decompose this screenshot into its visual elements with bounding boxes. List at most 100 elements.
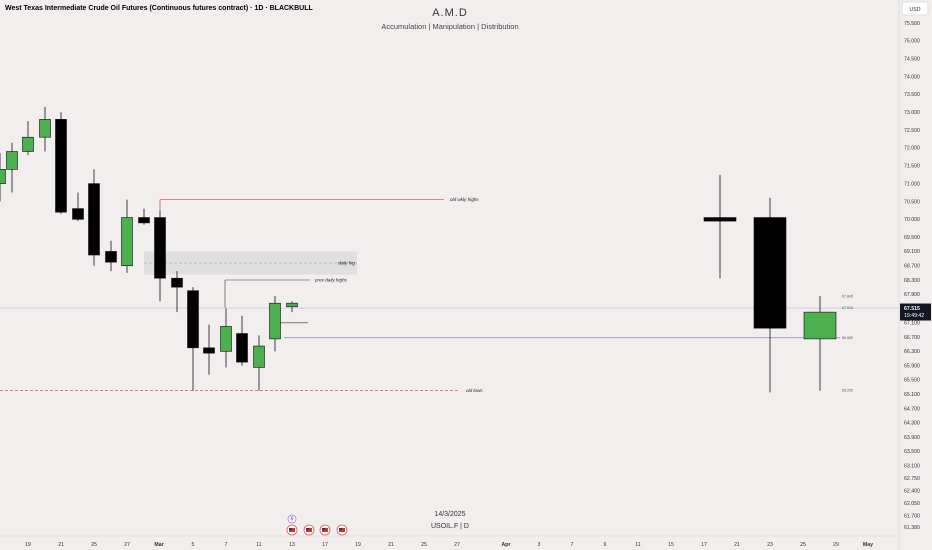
watermark-subtitle: Accumulation | Manipulation | Distributi… <box>381 22 518 31</box>
time-tick-label: 7 <box>571 542 574 548</box>
projection-candle[interactable] <box>803 311 837 340</box>
price-tick-label: 72.000 <box>904 146 920 152</box>
currency-button[interactable] <box>901 1 929 16</box>
watermark-symbol: USOIL.F | D <box>431 523 469 530</box>
price-tick-label: 63.100 <box>904 463 920 469</box>
candle[interactable] <box>286 302 298 308</box>
candle[interactable] <box>203 347 215 354</box>
us-flag-canton <box>339 528 342 530</box>
candle[interactable] <box>171 277 183 288</box>
price-axis[interactable] <box>899 0 932 550</box>
candle[interactable] <box>88 183 100 256</box>
time-tick-label: 25 <box>800 542 806 548</box>
time-tick-label: 9 <box>604 542 607 548</box>
price-tick-label: 66.700 <box>904 335 920 341</box>
price-tick-label: 68.700 <box>904 264 920 270</box>
projection-price-label: 65.205 <box>842 389 853 393</box>
time-tick-label: 7 <box>225 542 228 548</box>
price-tick-label: 63.500 <box>904 449 920 455</box>
time-tick-label: May <box>863 542 873 548</box>
time-tick-label: Apr <box>502 542 511 548</box>
prev-daily-highs-label: prev daily highs <box>314 277 348 282</box>
candle[interactable] <box>0 169 6 184</box>
watermark-title: A.M.D <box>432 7 468 19</box>
time-tick-label: 3 <box>538 542 541 548</box>
candle[interactable] <box>72 208 84 220</box>
time-tick-label: 21 <box>388 542 394 548</box>
price-tick-label: 75.000 <box>904 39 920 45</box>
candle[interactable] <box>105 251 117 263</box>
candle[interactable] <box>220 326 232 352</box>
symbol-title: West Texas Intermediate Crude Oil Future… <box>5 5 313 12</box>
time-tick-label: 17 <box>701 542 707 548</box>
candle[interactable] <box>121 217 133 267</box>
us-flag-canton <box>322 528 325 530</box>
price-tick-label: 62.050 <box>904 501 920 507</box>
time-tick-label: 19 <box>355 542 361 548</box>
price-tick-label: 65.500 <box>904 378 920 384</box>
candle[interactable] <box>22 136 34 152</box>
fvg-label: daily fvg <box>338 261 355 266</box>
price-tick-label: 61.700 <box>904 513 920 519</box>
time-tick-label: Mar <box>154 542 163 548</box>
price-tick-label: 67.100 <box>904 321 920 327</box>
projection-candle[interactable] <box>703 217 737 222</box>
time-tick-label: 29 <box>833 542 839 548</box>
candle[interactable] <box>154 217 166 279</box>
price-tick-label: 74.000 <box>904 74 920 80</box>
candle[interactable] <box>6 151 18 170</box>
time-tick-label: 11 <box>256 542 261 548</box>
price-tick-label: 71.500 <box>904 164 920 170</box>
candle[interactable] <box>269 302 281 340</box>
price-tick-label: 73.000 <box>904 110 920 116</box>
price-tick-label: 75.500 <box>904 21 920 27</box>
price-tick-label: 62.400 <box>904 488 920 494</box>
candle[interactable] <box>39 119 51 138</box>
time-tick-label: 27 <box>454 542 460 548</box>
current-price-badge <box>900 303 931 321</box>
projection-candle[interactable] <box>753 217 787 329</box>
candle[interactable] <box>55 119 67 213</box>
candle[interactable] <box>187 290 199 349</box>
price-tick-label: 71.000 <box>904 181 920 187</box>
countdown-timer: 19:49:42 <box>904 313 924 319</box>
price-tick-label: 65.900 <box>904 363 920 369</box>
price-tick-label: 68.300 <box>904 278 920 284</box>
price-tick-label: 70.000 <box>904 217 920 223</box>
time-tick-label: 23 <box>767 542 773 548</box>
time-tick-label: 15 <box>668 542 674 548</box>
old-lows-label: old lows <box>466 388 483 393</box>
candle[interactable] <box>138 217 150 224</box>
time-tick-label: 21 <box>734 542 740 548</box>
time-tick-label: 5 <box>192 542 195 548</box>
old-weekly-highs-label: old wkly highs <box>450 197 479 202</box>
price-tick-label: 73.500 <box>904 92 920 98</box>
candle[interactable] <box>253 345 265 368</box>
price-tick-label: 64.300 <box>904 421 920 427</box>
time-tick-label: 13 <box>289 542 295 548</box>
currency-button-label: USD <box>910 7 921 13</box>
price-tick-label: 64.700 <box>904 406 920 412</box>
watermark-date: 14/3/2025 <box>434 511 465 518</box>
time-tick-label: 21 <box>58 542 64 548</box>
price-tick-label: 61.380 <box>904 525 920 531</box>
projection-price-label: 67.845 <box>842 294 853 298</box>
price-tick-label: 70.500 <box>904 199 920 205</box>
price-tick-label: 66.300 <box>904 349 920 355</box>
current-price-value: 67.515 <box>904 306 920 312</box>
time-tick-label: 17 <box>322 542 328 548</box>
us-flag-canton <box>306 528 309 530</box>
candle[interactable] <box>236 333 248 363</box>
price-tick-label: 67.900 <box>904 292 920 298</box>
us-flag-canton <box>289 528 292 530</box>
lightning-glyph <box>290 516 294 523</box>
price-tick-label: 72.500 <box>904 128 920 134</box>
price-tick-label: 62.750 <box>904 476 920 482</box>
price-tick-label: 65.100 <box>904 392 920 398</box>
time-tick-label: 27 <box>124 542 130 548</box>
price-tick-label: 69.500 <box>904 235 920 241</box>
projection-price-label: 66.680 <box>842 336 853 340</box>
